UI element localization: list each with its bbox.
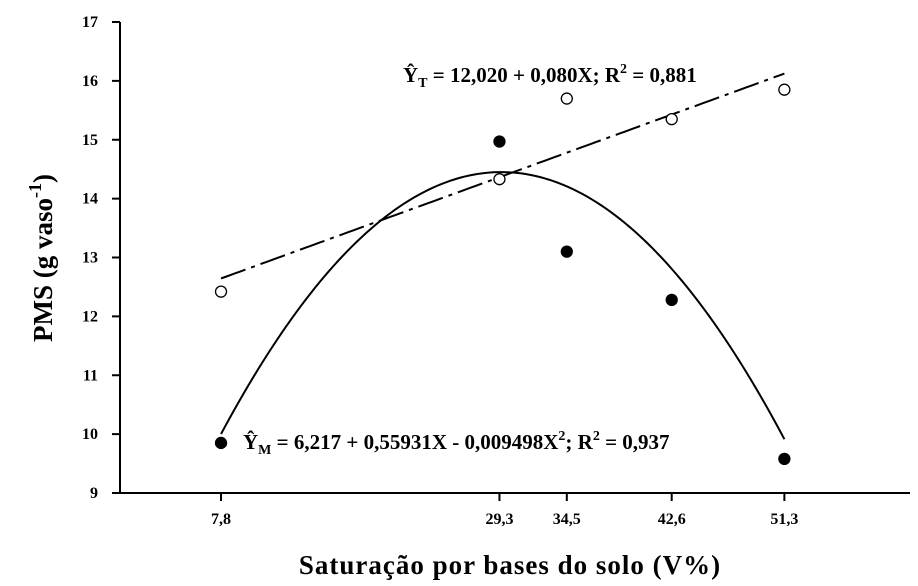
data-point-t — [214, 285, 228, 298]
y-tick-label: 13 — [82, 250, 98, 267]
fit-line-m — [220, 171, 786, 440]
x-tick-label: 42,6 — [658, 511, 686, 528]
data-point-t — [493, 173, 506, 186]
equation-t: ŶT = 12,020 + 0,080X; R2 = 0,881 — [403, 62, 697, 91]
y-ticks: 9 10 11 12 13 14 15 16 17 — [82, 14, 120, 502]
data-point-m — [214, 436, 228, 450]
y-tick-label: 17 — [82, 14, 98, 31]
y-tick-label: 16 — [82, 73, 98, 90]
y-tick-label: 15 — [82, 132, 98, 149]
data-points — [214, 83, 791, 466]
y-tick-label: 12 — [82, 308, 98, 325]
y-axis-title: PMS (g vaso-1) — [25, 174, 58, 342]
fit-lines — [220, 72, 786, 440]
x-tick-label: 29,3 — [485, 511, 513, 528]
x-tick-label: 7,8 — [211, 511, 231, 528]
y-tick-label: 9 — [90, 485, 98, 502]
data-point-t — [665, 112, 678, 126]
y-tick-label: 10 — [82, 426, 98, 443]
y-tick-label: 14 — [82, 191, 98, 208]
x-axis-title: Saturação por bases do solo (V%) — [299, 550, 721, 580]
x-ticks: 7,8 29,3 34,5 42,6 51,3 — [211, 493, 798, 528]
data-point-t — [560, 92, 573, 105]
x-tick-label: 34,5 — [553, 511, 581, 528]
data-point-m — [778, 452, 791, 466]
data-point-m — [665, 293, 678, 307]
x-tick-label: 51,3 — [770, 511, 798, 528]
y-tick-label: 11 — [83, 367, 98, 384]
data-point-m — [493, 135, 506, 148]
data-point-m — [560, 245, 573, 258]
data-point-t — [778, 83, 791, 96]
equation-m: ŶM = 6,217 + 0,55931X - 0,009498X2; R2 =… — [243, 429, 670, 458]
